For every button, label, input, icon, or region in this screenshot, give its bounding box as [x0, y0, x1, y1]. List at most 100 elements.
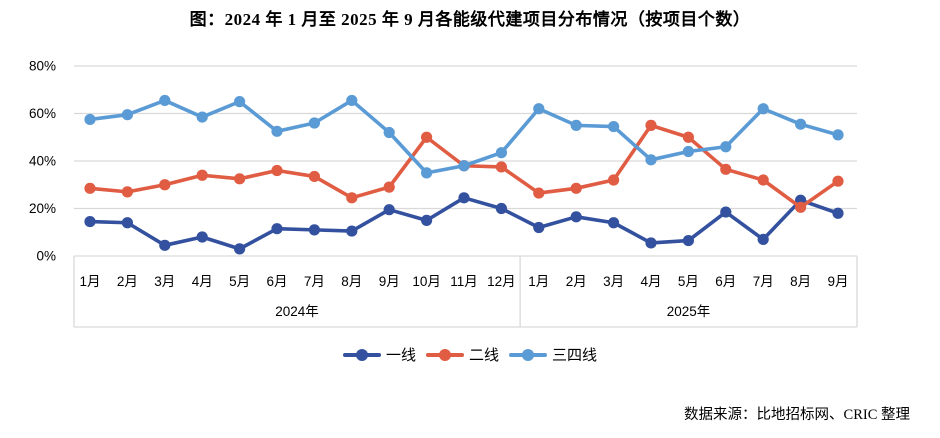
data-point-三四线: [495, 147, 507, 159]
data-point-二线: [570, 182, 582, 194]
data-point-一线: [570, 211, 582, 223]
legend-label: 三四线: [552, 348, 598, 364]
x-axis-month-label: 1月: [528, 274, 549, 289]
data-point-一线: [383, 204, 395, 216]
data-point-二线: [271, 164, 283, 177]
data-point-三四线: [533, 103, 545, 115]
data-point-三四线: [682, 145, 695, 158]
y-axis-tick-label: 0%: [36, 249, 56, 264]
data-point-一线: [346, 225, 358, 237]
data-point-三四线: [645, 154, 657, 166]
x-axis-month-label: 5月: [229, 274, 250, 289]
data-point-三四线: [84, 113, 96, 126]
data-point-三四线: [159, 94, 171, 107]
data-point-二线: [495, 161, 507, 173]
data-point-一线: [271, 223, 283, 235]
y-axis-tick-label: 60%: [29, 106, 56, 121]
x-axis-month-label: 9月: [827, 274, 848, 289]
y-axis-tick-label: 40%: [29, 154, 56, 169]
x-axis-month-label: 8月: [341, 274, 362, 289]
data-point-二线: [682, 131, 695, 143]
legend-item-二线: 二线: [425, 344, 499, 365]
data-point-三四线: [121, 109, 133, 121]
x-axis-month-label: 3月: [154, 274, 175, 289]
data-point-三四线: [421, 167, 433, 179]
x-axis-month-label: 3月: [603, 274, 624, 289]
data-point-二线: [84, 182, 96, 194]
data-point-三四线: [346, 94, 358, 107]
y-axis-tick-label: 20%: [29, 201, 56, 216]
x-axis-month-label: 9月: [379, 274, 400, 289]
data-point-一线: [757, 233, 769, 245]
data-point-一线: [645, 237, 657, 249]
legend-dot-icon: [438, 348, 451, 361]
data-point-一线: [533, 221, 545, 234]
source-note: 数据来源：比地招标网、CRIC 整理: [684, 407, 910, 423]
x-axis-month-label: 1月: [79, 274, 100, 289]
data-point-三四线: [383, 126, 395, 139]
data-point-一线: [495, 202, 507, 215]
legend-label: 一线: [385, 348, 416, 364]
data-point-一线: [234, 243, 246, 255]
x-axis-month-label: 7月: [304, 274, 325, 289]
x-axis-month-label: 2月: [117, 274, 138, 289]
data-point-一线: [421, 214, 433, 226]
legend-dot-icon: [522, 348, 534, 361]
data-point-一线: [458, 192, 470, 204]
data-point-三四线: [608, 120, 620, 133]
data-point-三四线: [795, 118, 807, 130]
data-point-二线: [196, 169, 208, 181]
x-axis-month-label: 2月: [566, 274, 587, 289]
data-point-一线: [121, 217, 133, 229]
x-axis-month-label: 7月: [753, 274, 774, 289]
data-point-二线: [832, 175, 844, 187]
data-point-二线: [421, 131, 433, 143]
data-point-二线: [795, 201, 807, 213]
data-point-一线: [608, 217, 620, 229]
data-point-二线: [645, 119, 657, 131]
data-point-三四线: [271, 125, 283, 137]
x-axis-month-label: 8月: [790, 274, 811, 289]
data-point-三四线: [832, 129, 844, 141]
x-axis-month-label: 12月: [487, 274, 516, 289]
x-axis-year-label: 2025年: [667, 304, 711, 319]
x-axis-month-label: 4月: [192, 274, 213, 289]
data-point-三四线: [757, 103, 769, 115]
data-point-三四线: [720, 141, 732, 153]
data-point-三四线: [570, 119, 582, 131]
legend-marker-icon: [342, 348, 381, 361]
data-point-三四线: [234, 96, 246, 108]
legend-label: 二线: [468, 348, 499, 364]
data-point-二线: [121, 186, 133, 198]
x-axis-year-label: 2024年: [275, 304, 319, 319]
x-axis-month-label: 11月: [450, 274, 478, 289]
x-axis-month-label: 6月: [266, 274, 287, 289]
data-point-二线: [608, 174, 620, 186]
y-axis-tick-label: 80%: [29, 59, 56, 74]
legend-marker-icon: [509, 348, 547, 361]
data-point-二线: [346, 192, 358, 204]
data-point-三四线: [196, 111, 208, 123]
data-point-二线: [159, 179, 171, 191]
legend-item-一线: 一线: [342, 344, 416, 365]
data-point-三四线: [458, 160, 470, 172]
legend: 一线 二线 三四线: [0, 344, 940, 365]
legend-item-三四线: 三四线: [509, 344, 597, 365]
data-point-二线: [308, 170, 320, 183]
x-axis-month-label: 10月: [412, 274, 441, 289]
data-point-一线: [832, 207, 844, 219]
chart-title: 图：2024 年 1 月至 2025 年 9 月各能级代建项目分布情况（按项目个…: [189, 10, 751, 29]
legend-marker-icon: [425, 348, 464, 361]
data-point-一线: [682, 234, 695, 247]
data-point-二线: [383, 181, 395, 193]
x-axis-month-label: 6月: [715, 274, 736, 289]
data-point-一线: [720, 206, 732, 218]
data-point-三四线: [308, 117, 320, 129]
data-point-二线: [720, 163, 732, 175]
x-axis-month-label: 4月: [640, 274, 661, 289]
data-point-二线: [533, 187, 545, 199]
data-point-二线: [757, 174, 769, 186]
data-point-一线: [84, 215, 96, 228]
